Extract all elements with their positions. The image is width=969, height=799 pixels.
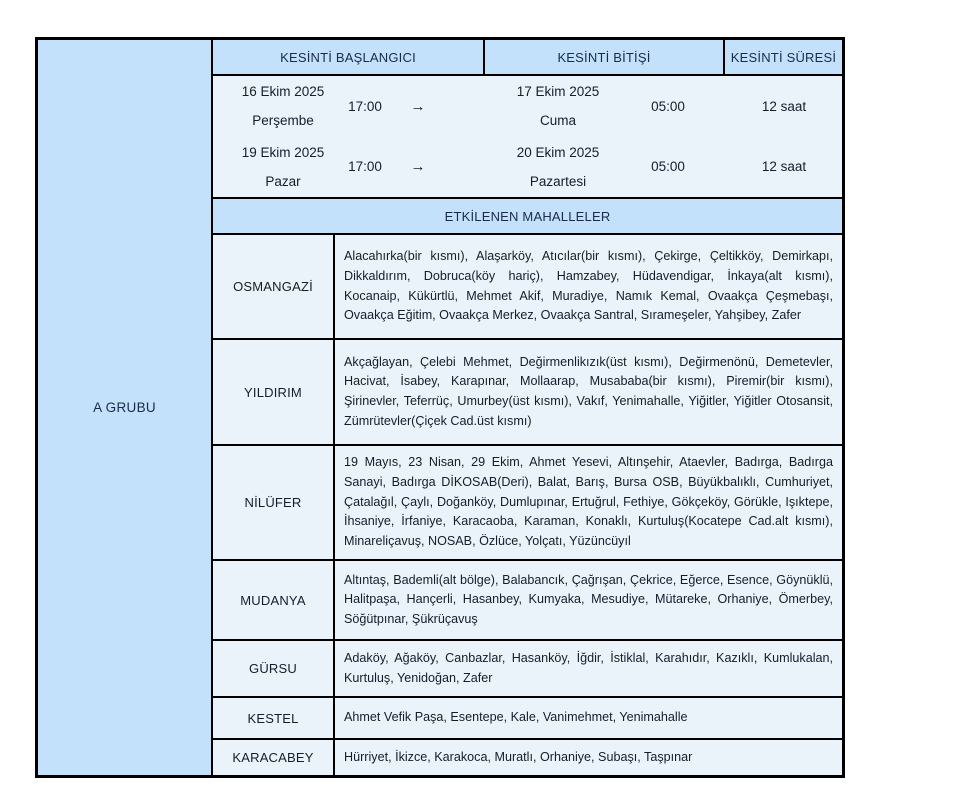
table-row-kestel: KESTEL Ahmet Vefik Paşa, Esentepe, Kale,… (213, 698, 842, 740)
header-outage-duration: KESİNTİ SÜRESİ (730, 49, 837, 65)
district-areas-text: Hürriyet, İkizce, Karakoca, Muratlı, Orh… (344, 749, 693, 764)
district-areas-cell: Ahmet Vefik Paşa, Esentepe, Kale, Vanime… (335, 698, 842, 738)
district-areas-text: Alacahırka(bir kısmı), Alaşarköy, Atıcıl… (344, 249, 833, 323)
table-row-yildirim: YILDIRIM Akçağlayan, Çelebi Mehmet, Deği… (213, 340, 842, 446)
district-areas-cell: Altıntaş, Bademli(alt bölge), Balabancık… (335, 561, 842, 639)
end-date-text: 17 Ekim 2025 (516, 84, 600, 100)
district-areas-text: Altıntaş, Bademli(alt bölge), Balabancık… (344, 572, 833, 626)
district-name: KARACABEY (213, 740, 335, 775)
end-time-1: 05:00 (651, 98, 685, 114)
table-row-karacabey: KARACABEY Hürriyet, İkizce, Karakoca, Mu… (213, 740, 842, 775)
arrow-icon: → (410, 158, 426, 176)
district-areas-cell: Alacahırka(bir kısmı), Alaşarköy, Atıcıl… (335, 235, 842, 338)
district-name: GÜRSU (213, 641, 335, 696)
district-name: YILDIRIM (213, 340, 335, 444)
end-date-2: 20 Ekim 2025 Pazartesi (488, 137, 628, 198)
start-date-2: 19 Ekim 2025 Pazar (213, 137, 353, 198)
schedule-area: 16 Ekim 2025 Perşembe 17:00 → 17 Ekim 20… (213, 76, 842, 199)
schedule-row-2: 19 Ekim 2025 Pazar 17:00 → 20 Ekim 2025 … (213, 137, 842, 198)
district-name: MUDANYA (213, 561, 335, 639)
start-date-text: 19 Ekim 2025 (241, 144, 325, 160)
section-header-label: ETKİLENEN MAHALLELER (444, 208, 611, 224)
district-name: NİLÜFER (213, 446, 335, 559)
district-areas-text: Akçağlayan, Çelebi Mehmet, Değirmenlikız… (344, 354, 833, 428)
end-date-text: 20 Ekim 2025 (516, 144, 600, 160)
arrow-icon: → (410, 97, 426, 115)
table-header-row: KESİNTİ BAŞLANGICI KESİNTİ BİTİŞİ KESİNT… (213, 40, 842, 76)
affected-neighborhoods-header: ETKİLENEN MAHALLELER (213, 199, 842, 235)
start-day-text: Perşembe (252, 113, 314, 129)
district-areas-cell: Adaköy, Ağaköy, Canbazlar, Hasanköy, İğd… (335, 641, 842, 696)
header-outage-end: KESİNTİ BİTİŞİ (485, 40, 725, 74)
district-areas-text: Adaköy, Ağaköy, Canbazlar, Hasanköy, İğd… (344, 650, 833, 685)
duration-1: 12 saat (761, 98, 807, 114)
table-row-nilufer: NİLÜFER 19 Mayıs, 23 Nisan, 29 Ekim, Ahm… (213, 446, 842, 561)
table-row-gursu: GÜRSU Adaköy, Ağaköy, Canbazlar, Hasankö… (213, 641, 842, 698)
end-time-2: 05:00 (651, 159, 685, 175)
group-label: A GRUBU (93, 400, 156, 415)
district-areas-text: Ahmet Vefik Paşa, Esentepe, Kale, Vanime… (344, 710, 688, 725)
end-day-text: Cuma (539, 113, 576, 129)
header-outage-start: KESİNTİ BAŞLANGICI (213, 40, 485, 74)
start-time-1: 17:00 (348, 98, 382, 114)
district-name: OSMANGAZİ (213, 235, 335, 338)
district-areas-text: 19 Mayıs, 23 Nisan, 29 Ekim, Ahmet Yesev… (344, 455, 833, 548)
table-right-section: KESİNTİ BAŞLANGICI KESİNTİ BİTİŞİ KESİNT… (213, 40, 842, 775)
duration-2: 12 saat (761, 159, 807, 175)
table-row-osmangazi: OSMANGAZİ Alacahırka(bir kısmı), Alaşark… (213, 235, 842, 340)
outage-schedule-table: A GRUBU KESİNTİ BAŞLANGICI KESİNTİ BİTİŞ… (35, 37, 845, 778)
district-areas-cell: 19 Mayıs, 23 Nisan, 29 Ekim, Ahmet Yesev… (335, 446, 842, 559)
district-name: KESTEL (213, 698, 335, 738)
start-date-1: 16 Ekim 2025 Perşembe (213, 76, 353, 137)
start-time-2: 17:00 (348, 159, 382, 175)
district-areas-cell: Akçağlayan, Çelebi Mehmet, Değirmenlikız… (335, 340, 842, 444)
end-date-1: 17 Ekim 2025 Cuma (488, 76, 628, 137)
group-cell: A GRUBU (38, 40, 213, 775)
table-row-mudanya: MUDANYA Altıntaş, Bademli(alt bölge), Ba… (213, 561, 842, 641)
end-day-text: Pazartesi (529, 173, 587, 189)
district-areas-cell: Hürriyet, İkizce, Karakoca, Muratlı, Orh… (335, 740, 842, 775)
start-day-text: Pazar (265, 173, 301, 189)
schedule-row-1: 16 Ekim 2025 Perşembe 17:00 → 17 Ekim 20… (213, 76, 842, 137)
start-date-text: 16 Ekim 2025 (241, 84, 325, 100)
